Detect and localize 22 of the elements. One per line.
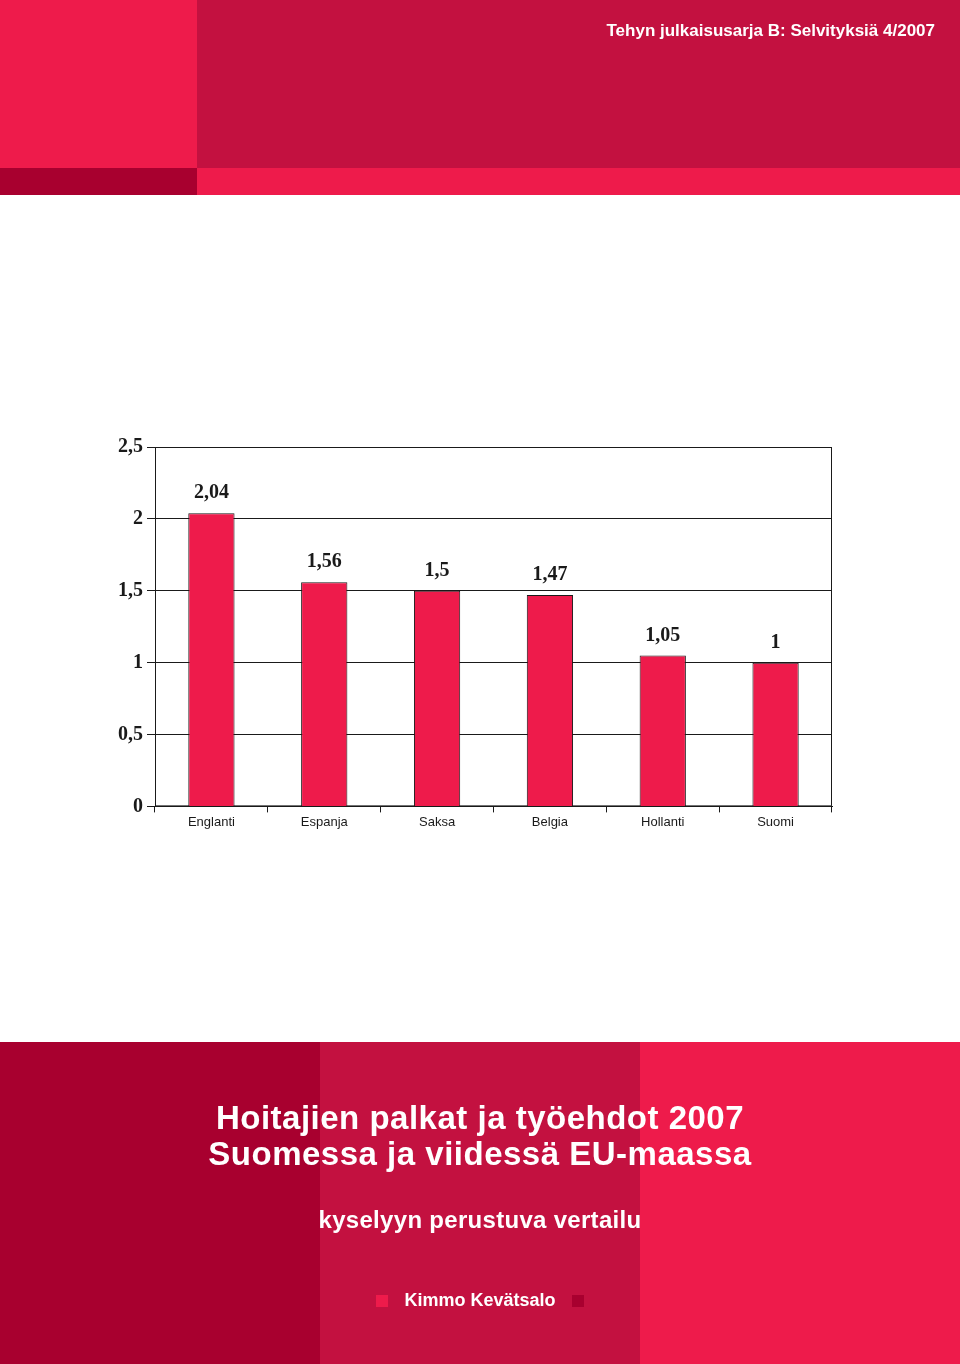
text: Kimmo Kevätsalo [404,1290,556,1311]
data-label: 1,56 [306,549,342,572]
y-tick-label: 0 [133,793,143,816]
data-label: 2,04 [193,480,229,503]
y-tick-label: 2,5 [118,434,143,457]
data-label: 1,47 [532,562,568,585]
y-tick-label: 1 [133,649,143,672]
x-tick-label: Saksa [419,813,456,829]
y-tick-label: 0,5 [118,721,143,744]
x-tick-label: Suomi [757,813,795,829]
data-label: 1 [770,629,781,652]
data-label: 1,5 [424,557,450,580]
x-tick-label: Englanti [187,813,236,829]
text: Hoitajien palkat ja työehdot 2007 Suomessa ja viidessä EU-maassa [207,1099,753,1172]
y-tick-label: 2 [133,506,143,529]
text: Tehyn julkaisusarja B: Selvityksiä 4/2007 [606,21,935,41]
x-tick-label: Belgia [531,813,569,829]
text: kyselyyn perustuva vertailu [317,1206,643,1234]
x-tick-label: Espanja [300,813,349,829]
data-label: 1,05 [645,622,681,645]
x-tick-label: Hollanti [641,813,685,829]
y-tick-label: 1,5 [118,577,143,600]
